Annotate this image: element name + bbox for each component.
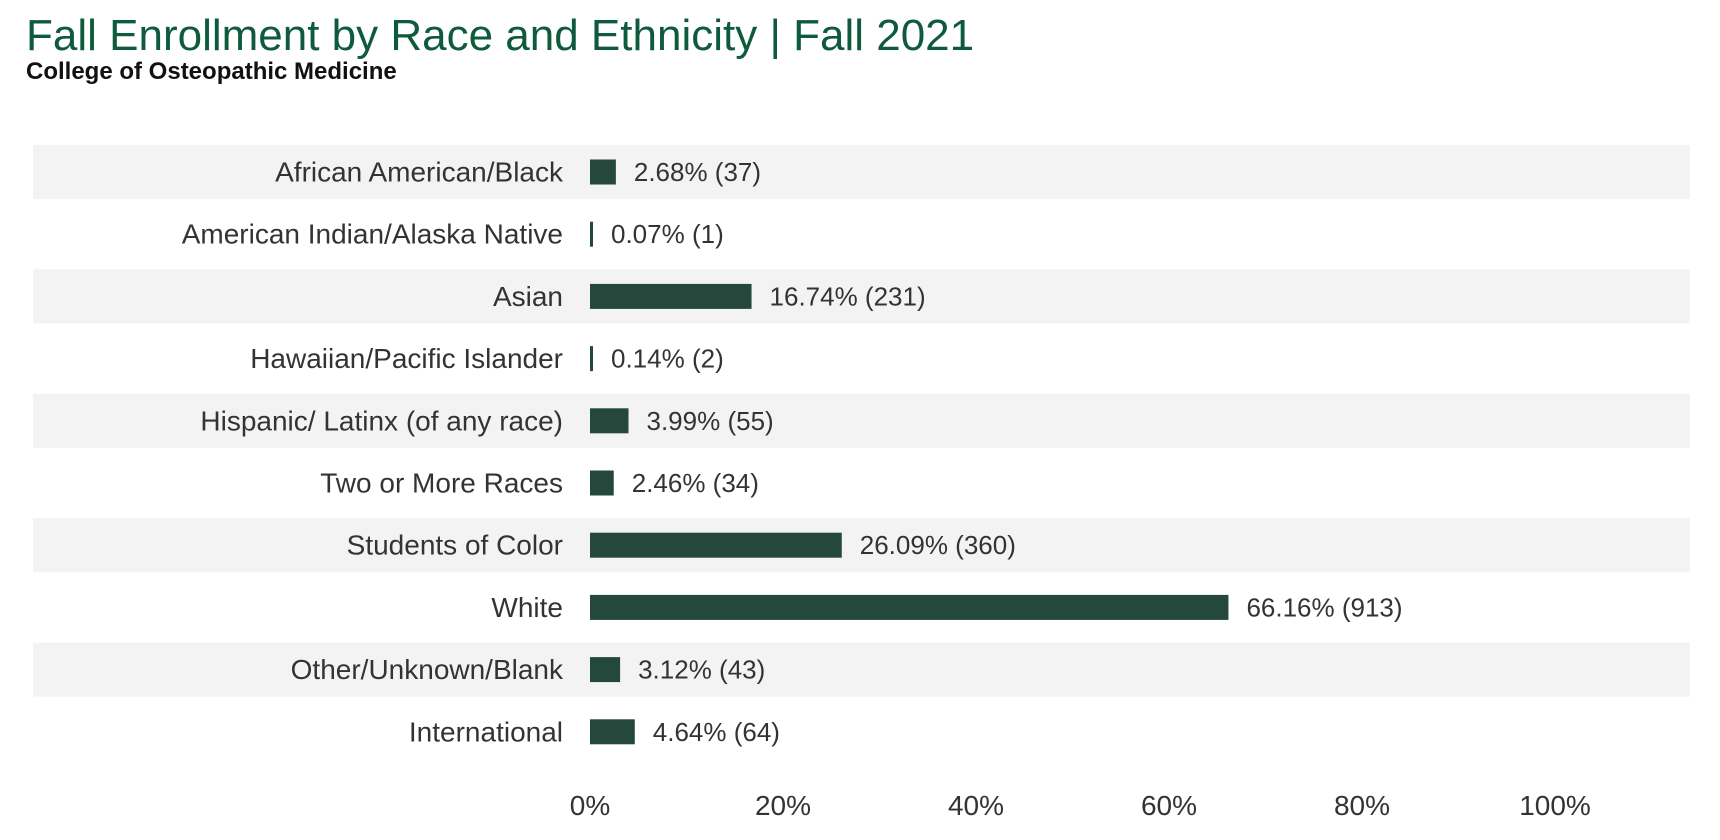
category-label: American Indian/Alaska Native	[182, 219, 563, 250]
chart-subtitle: College of Osteopathic Medicine	[26, 58, 397, 85]
bar	[590, 470, 614, 496]
category-label: White	[491, 592, 563, 623]
category-label: Asian	[493, 281, 563, 312]
data-label: 16.74% (231)	[770, 281, 926, 311]
x-tick-label: 40%	[948, 790, 1004, 821]
category-label: International	[409, 716, 563, 747]
data-label: 0.14% (2)	[611, 344, 724, 374]
bar	[590, 719, 635, 745]
x-tick-label: 0%	[570, 790, 610, 821]
data-label: 2.68% (37)	[634, 157, 761, 187]
category-label: Hawaiian/Pacific Islander	[250, 343, 563, 374]
bar	[590, 346, 593, 372]
category-label: Students of Color	[347, 530, 563, 561]
category-label: Other/Unknown/Blank	[291, 654, 564, 685]
data-label: 26.09% (360)	[860, 530, 1016, 560]
row-stripe	[33, 145, 1690, 199]
data-label: 2.46% (34)	[632, 468, 759, 498]
x-tick-label: 100%	[1519, 790, 1591, 821]
bar	[590, 532, 842, 558]
x-tick-label: 80%	[1334, 790, 1390, 821]
x-tick-label: 60%	[1141, 790, 1197, 821]
category-label: African American/Black	[275, 157, 564, 188]
data-label: 4.64% (64)	[653, 717, 780, 747]
data-label: 3.99% (55)	[647, 406, 774, 436]
data-label: 3.12% (43)	[638, 655, 765, 685]
data-label: 0.07% (1)	[611, 219, 724, 249]
row-stripe	[33, 393, 1690, 448]
data-label: 66.16% (913)	[1246, 592, 1402, 622]
row-stripe	[33, 518, 1690, 573]
category-label: Hispanic/ Latinx (of any race)	[200, 405, 563, 436]
bar	[590, 657, 621, 683]
bar	[590, 159, 616, 185]
bar	[590, 408, 629, 434]
row-stripe	[33, 642, 1690, 697]
bar	[590, 283, 752, 309]
x-tick-label: 20%	[755, 790, 811, 821]
bar	[590, 221, 593, 247]
category-label: Two or More Races	[320, 468, 563, 499]
bar	[590, 594, 1229, 620]
row-stripe	[33, 269, 1690, 324]
chart-title: Fall Enrollment by Race and Ethnicity | …	[26, 11, 975, 60]
